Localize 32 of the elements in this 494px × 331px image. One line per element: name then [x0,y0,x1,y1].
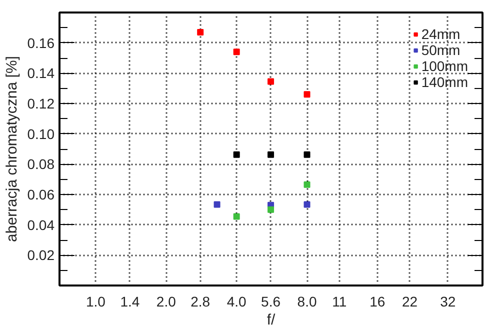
x-tick-label: 16 [370,294,386,310]
point [268,206,274,213]
x-tick-label: 5.6 [261,294,281,310]
y-tick-label: 0.16 [27,34,55,51]
x-tick-label: 1.4 [120,294,140,310]
x-tick-label: 32 [440,294,456,310]
x-tick-label: 11 [332,294,347,310]
y-tick-label: 0.10 [27,126,55,142]
y-tick-label: 0.14 [27,65,55,82]
x-tick-label: 2.0 [156,294,176,310]
y-tick-label: 0.02 [27,247,55,264]
x-tick-label: 4.0 [226,294,247,310]
legend-label: 50mm [421,42,460,58]
point [233,151,240,158]
x-tick-label: 22 [402,294,418,310]
legend-label: 100mm [421,58,468,74]
y-tick-label: 0.04 [27,216,55,233]
legend-label: 140mm [421,74,468,90]
y-tick-label: 0.08 [27,156,55,172]
point [304,151,310,158]
y-tick-label: 0.12 [27,96,55,112]
y-tick-label: 0.06 [27,186,55,202]
x-tick-label: 2.8 [190,294,210,310]
legend-label: 24mm [421,26,460,42]
x-tick-label: 8.0 [297,294,317,310]
point [268,151,274,158]
point [304,201,310,208]
x-axis-title: f/ [266,312,276,328]
y-axis-title: aberracja chromatyczna [%] [3,56,20,242]
point [233,213,240,220]
point [304,181,310,188]
x-tick-label: 1.0 [86,294,106,310]
